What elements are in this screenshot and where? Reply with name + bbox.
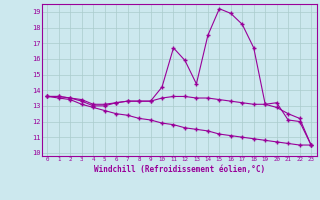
- X-axis label: Windchill (Refroidissement éolien,°C): Windchill (Refroidissement éolien,°C): [94, 165, 265, 174]
